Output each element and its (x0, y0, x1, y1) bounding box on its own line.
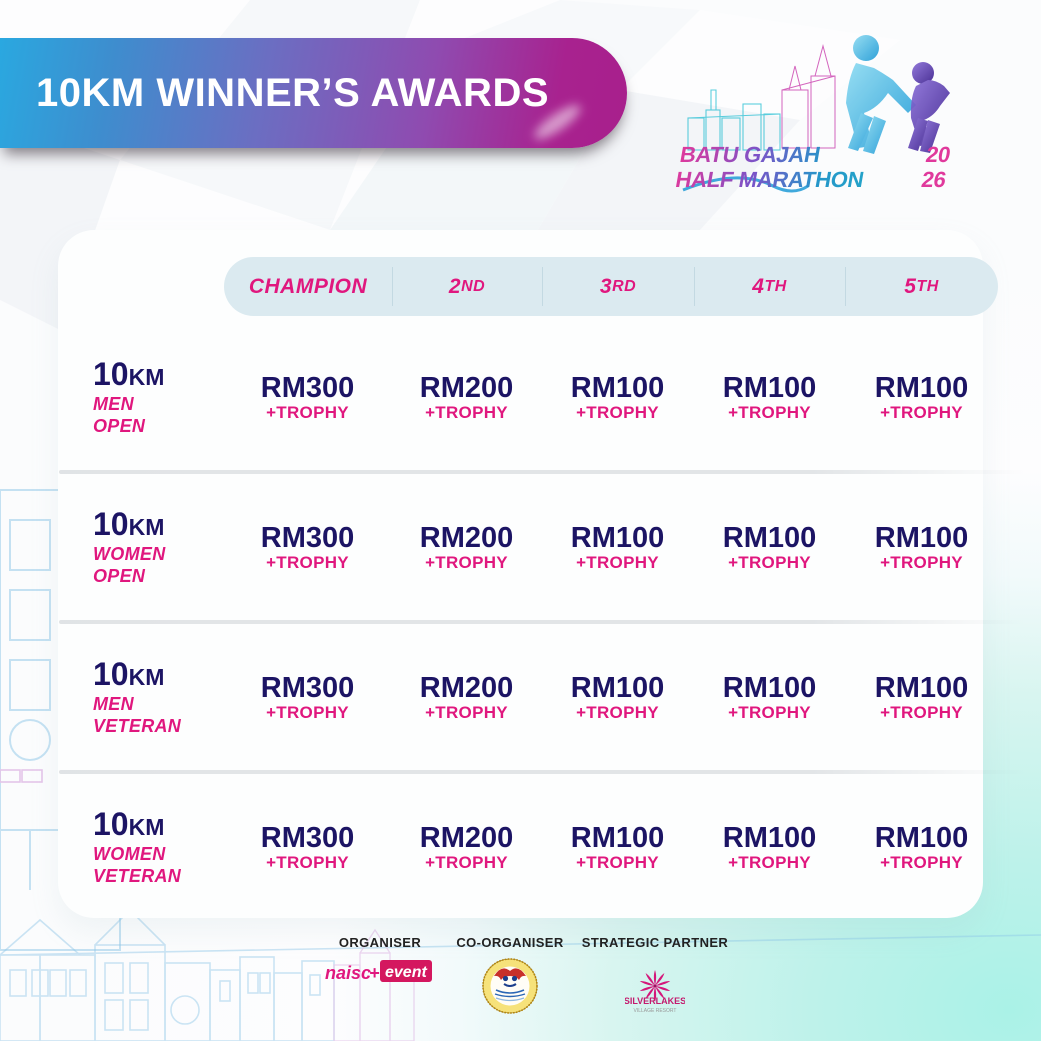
svg-text:+: + (369, 963, 380, 983)
svg-text:SILVERLAKES: SILVERLAKES (625, 996, 685, 1006)
svg-text:event: event (385, 964, 427, 981)
svg-text:VILLAGE RESORT: VILLAGE RESORT (634, 1008, 677, 1012)
svg-text:naisc: naisc (325, 963, 371, 983)
